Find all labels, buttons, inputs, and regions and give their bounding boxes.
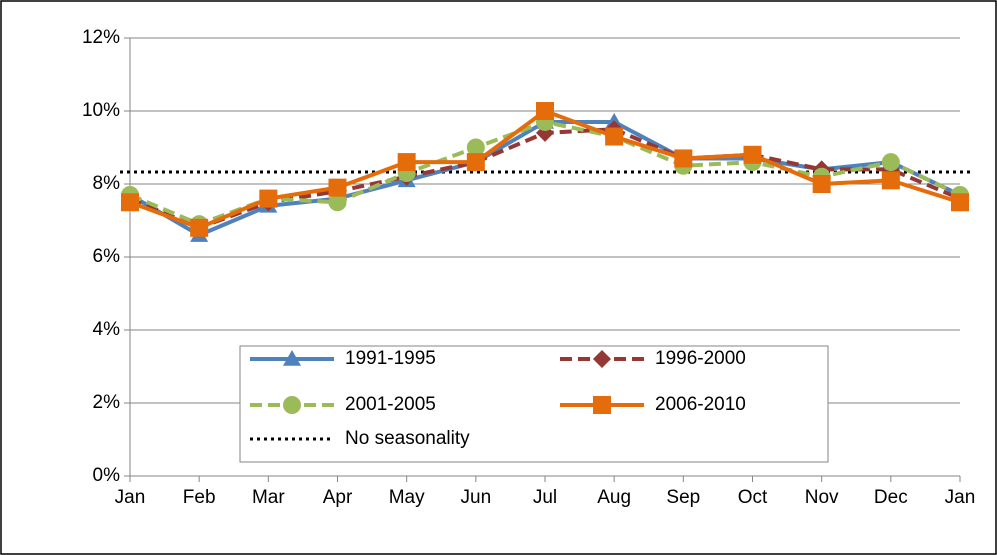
marker — [466, 153, 485, 172]
marker — [328, 193, 347, 212]
y-tick-label: 12% — [82, 27, 120, 48]
y-tick-label: 2% — [93, 392, 121, 413]
y-tick-label: 6% — [93, 246, 121, 267]
x-tick-label: Jun — [461, 487, 492, 508]
x-tick-label: Nov — [805, 487, 839, 508]
legend-label: 1991-1995 — [345, 348, 436, 369]
x-tick-label: Jan — [945, 487, 976, 508]
x-tick-label: Apr — [323, 487, 353, 508]
marker — [536, 123, 554, 142]
marker — [743, 145, 762, 164]
marker — [190, 218, 209, 237]
x-tick-label: Feb — [183, 487, 216, 508]
marker — [605, 127, 624, 146]
x-tick-label: Jan — [115, 487, 146, 508]
x-tick-label: Sep — [666, 487, 700, 508]
marker — [121, 193, 139, 212]
y-tick-label: 4% — [93, 319, 121, 340]
marker — [466, 138, 485, 157]
x-tick-label: Jul — [533, 487, 557, 508]
marker — [283, 396, 301, 414]
y-tick-label: 8% — [93, 173, 121, 194]
legend-box — [239, 345, 829, 463]
marker — [812, 175, 831, 193]
marker — [283, 350, 301, 366]
x-tick-label: May — [389, 487, 425, 508]
marker — [328, 178, 347, 197]
y-tick-label: 10% — [82, 100, 120, 121]
marker — [593, 396, 611, 414]
x-tick-label: Aug — [597, 487, 631, 508]
marker — [397, 153, 416, 172]
legend-label: 1996-2000 — [655, 348, 746, 369]
legend-label: No seasonality — [345, 428, 470, 449]
marker — [536, 102, 554, 120]
x-tick-label: Oct — [738, 487, 768, 508]
y-tick-label: 0% — [93, 465, 121, 486]
marker — [674, 149, 693, 168]
legend-label: 2006-2010 — [655, 394, 746, 415]
marker — [881, 171, 900, 190]
x-tick-label: Dec — [874, 487, 908, 508]
legend-label: 2001-2005 — [345, 394, 436, 415]
marker — [259, 189, 278, 208]
x-tick-label: Mar — [252, 487, 285, 508]
marker — [593, 350, 611, 368]
marker — [951, 193, 969, 212]
marker — [881, 153, 900, 172]
